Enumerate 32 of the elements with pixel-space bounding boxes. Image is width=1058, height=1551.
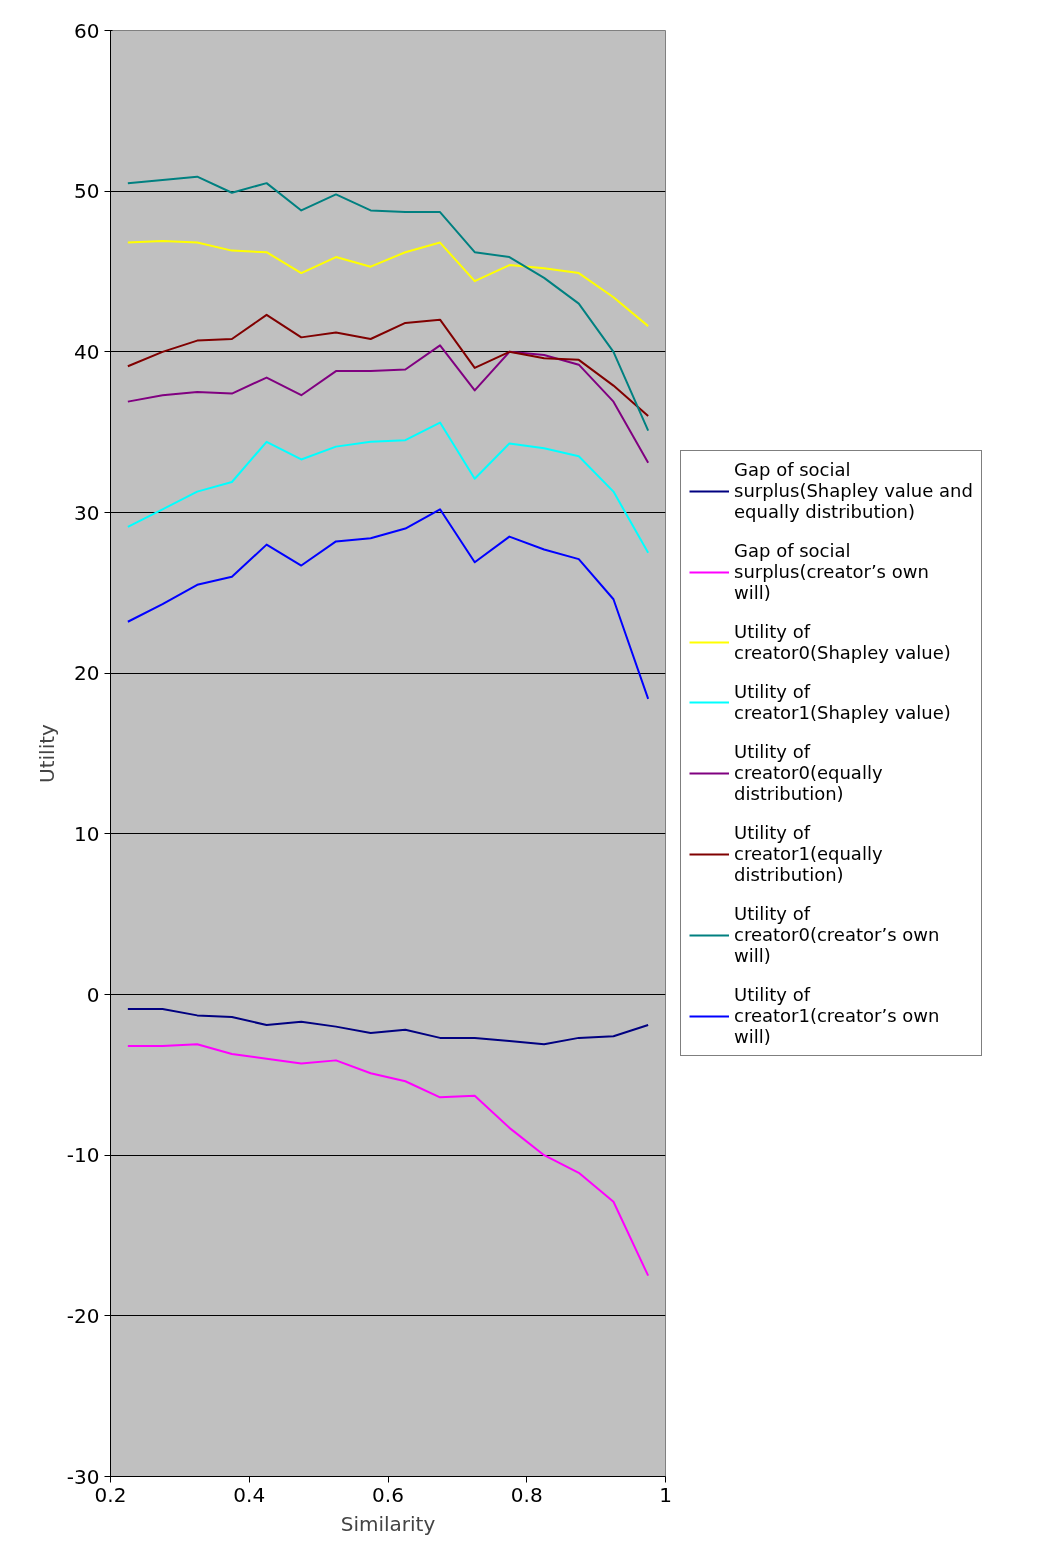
y-tick-label: 10 bbox=[74, 821, 100, 846]
legend-label: Gap of social surplus(creator’s own will) bbox=[734, 540, 929, 603]
line-series bbox=[126, 313, 650, 418]
line-series bbox=[126, 421, 650, 554]
x-tick-label: 0.4 bbox=[233, 1482, 266, 1507]
y-tick-label: 40 bbox=[74, 339, 100, 364]
y-tick-label: 20 bbox=[74, 661, 100, 686]
y-tick-label: 50 bbox=[74, 179, 100, 204]
line-series bbox=[126, 344, 650, 464]
legend-label: Utility of creator1(equally distribution) bbox=[734, 822, 883, 885]
y-axis-title: Utility bbox=[34, 723, 59, 783]
y-tick-label: 30 bbox=[74, 500, 100, 525]
y-tick-label: -20 bbox=[66, 1303, 100, 1328]
x-tick-label: 0.8 bbox=[510, 1482, 543, 1507]
x-tick-label: 0.6 bbox=[372, 1482, 404, 1507]
x-tick-label: 1 bbox=[659, 1482, 672, 1507]
x-axis-title: Similarity bbox=[340, 1511, 436, 1536]
line-series bbox=[126, 175, 650, 432]
line-series bbox=[126, 508, 650, 700]
line-series bbox=[126, 1043, 650, 1277]
legend-label: Gap of social surplus(Shapley value and equally distribution) bbox=[734, 459, 973, 522]
y-tick-label: 0 bbox=[86, 982, 100, 1007]
y-tick-label: -10 bbox=[66, 1143, 100, 1168]
y-tick-label: -30 bbox=[66, 1464, 100, 1489]
line-series bbox=[126, 239, 650, 328]
legend-label: Utility of creator0(creator’s own will) bbox=[734, 903, 940, 966]
legend-label: Utility of creator0(Shapley value) bbox=[734, 621, 951, 663]
legend-label: Utility of creator0(equally distribution) bbox=[734, 741, 883, 804]
legend-label: Utility of creator1(Shapley value) bbox=[734, 681, 951, 723]
y-tick-label: 60 bbox=[74, 18, 100, 43]
legend-label: Utility of creator1(creator’s own will) bbox=[734, 984, 940, 1047]
line-series bbox=[126, 1007, 650, 1046]
